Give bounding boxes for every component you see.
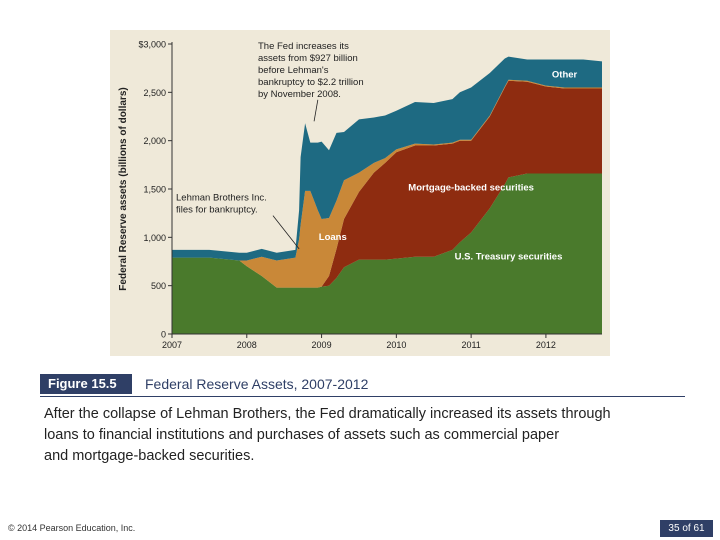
x-tick-label: 2008 [237, 340, 257, 350]
series-label: Mortgage-backed securities [408, 183, 534, 194]
y-tick-label: 2,000 [143, 136, 166, 146]
chart-labels: Federal Reserve assets (billions of doll… [118, 41, 578, 291]
figure-title: Federal Reserve Assets, 2007-2012 [145, 376, 369, 392]
annotation-lehman: files for bankruptcy. [176, 205, 258, 216]
annotation-pointer [272, 215, 300, 250]
figure-label: Figure 15.5 [40, 374, 132, 394]
axes: 0 500 1,000 1,500 2,000 2,500 $3,000 2007 2008 20… [138, 40, 602, 350]
series-label: Loans [319, 232, 347, 243]
annotation-lehman: Lehman Brothers Inc. [176, 193, 267, 204]
caption: After the collapse of Lehman Brothers, t… [44, 404, 694, 467]
series-area-3 [172, 56, 602, 261]
x-tick-label: 2011 [461, 340, 480, 350]
y-tick-label: 500 [151, 281, 166, 291]
series-area-1 [172, 80, 602, 288]
annotation-fed-increase: The Fed increases its [258, 41, 349, 52]
y-tick-label: 1,500 [143, 185, 166, 195]
y-tick-label: 2,500 [143, 88, 166, 98]
chart-panel: 0 500 1,000 1,500 2,000 2,500 $3,000 2007 2008 20… [110, 30, 610, 356]
annotation-fed-increase: assets from $927 billion [258, 53, 358, 64]
y-tick-label: 1,000 [143, 233, 166, 243]
title-divider [40, 396, 685, 397]
area-series-layer [172, 56, 602, 334]
annotation-pointer [313, 99, 319, 122]
caption-line: and mortgage-backed securities. [44, 448, 255, 464]
annotation-fed-increase: bankruptcy to $2.2 trillion [258, 77, 364, 88]
page-number-badge: 35 of 61 [660, 520, 713, 537]
x-tick-label: 2009 [312, 340, 332, 350]
y-tick-label: 0 [161, 330, 166, 340]
caption-line: After the collapse of Lehman Brothers, t… [44, 406, 611, 422]
copyright-notice: © 2014 Pearson Education, Inc. [8, 523, 136, 533]
y-tick-label: $3,000 [138, 40, 166, 50]
fed-assets-chart: 0 500 1,000 1,500 2,000 2,500 $3,000 2007 2008 20… [118, 40, 602, 350]
x-tick-label: 2012 [536, 340, 556, 350]
x-tick-label: 2010 [386, 340, 406, 350]
y-axis-title: Federal Reserve assets (billions of doll… [118, 87, 129, 290]
series-area-0 [172, 173, 602, 334]
annotation-fed-increase: by November 2008. [258, 89, 341, 100]
series-label: Other [552, 69, 578, 80]
series-label: U.S. Treasury securities [455, 252, 563, 263]
x-tick-label: 2007 [162, 340, 182, 350]
caption-line: loans to financial institutions and purc… [44, 427, 560, 443]
annotation-fed-increase: before Lehman's [258, 65, 329, 76]
